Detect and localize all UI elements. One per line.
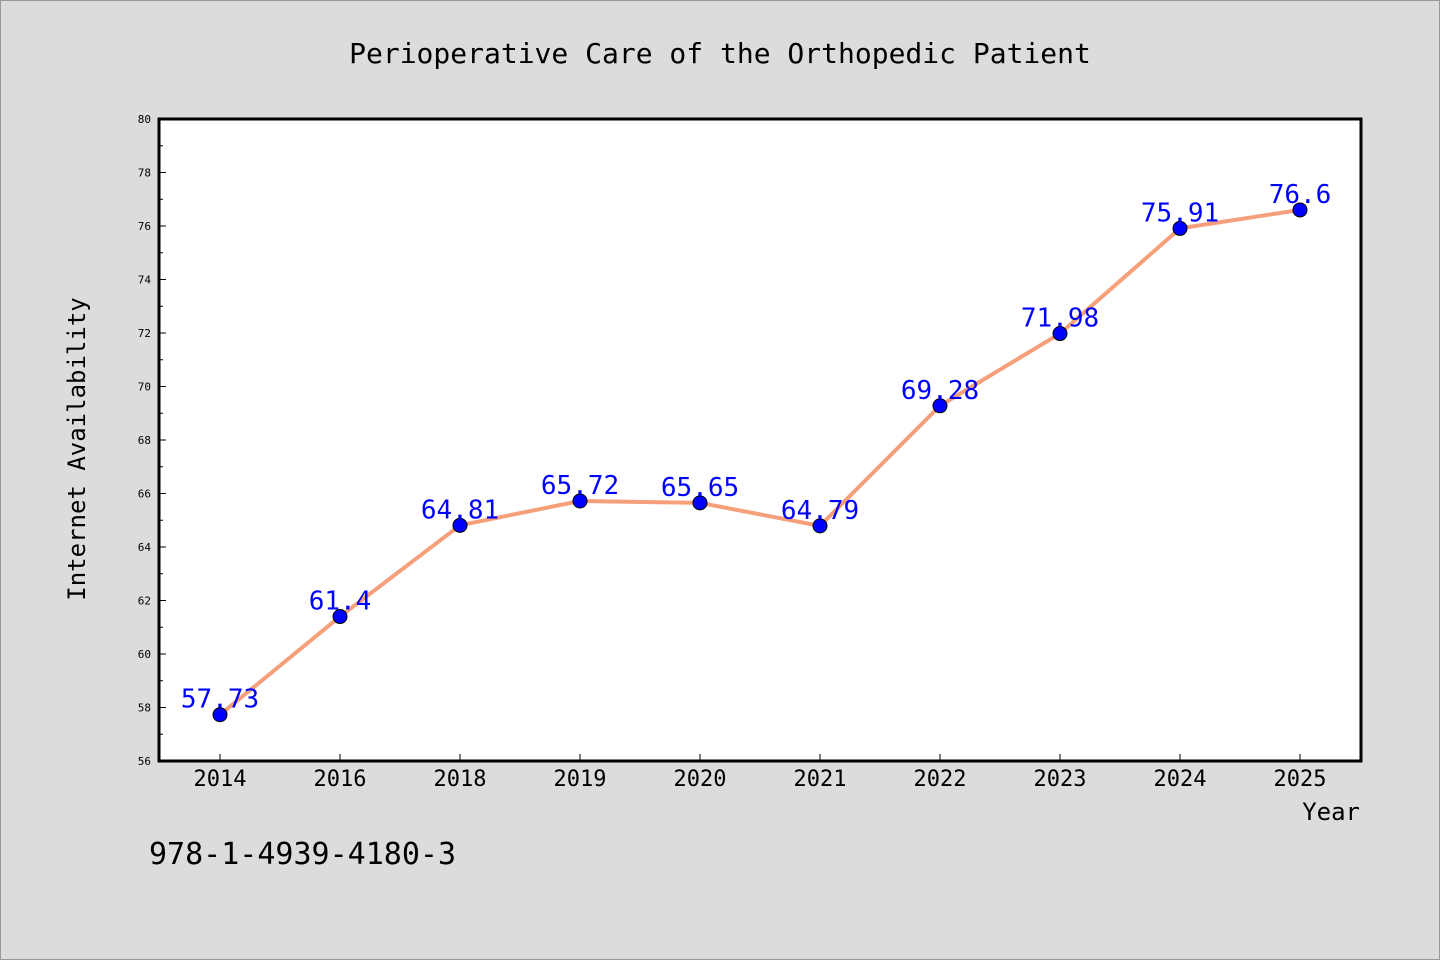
data-label: 75.91 <box>1141 198 1219 228</box>
data-point <box>1052 326 1068 342</box>
x-axis-label: Year <box>1302 798 1360 826</box>
x-tick-label: 2016 <box>314 767 367 792</box>
y-tick-label: 60 <box>138 648 151 661</box>
x-tick-label: 2021 <box>794 767 847 792</box>
data-point <box>812 518 828 534</box>
y-tick-label: 68 <box>138 434 151 447</box>
x-axis: 2014 2016 2018 2019 2020 2021 2022 2023 2024 2025 <box>194 754 1327 792</box>
data-labels: 57.73 61.4 64.81 65.72 65.65 64.79 69.28 71.98 7… <box>181 180 1331 715</box>
data-point <box>212 707 228 723</box>
data-label: 71.98 <box>1021 304 1099 334</box>
data-label: 65.65 <box>661 473 739 503</box>
series-line <box>218 207 1302 717</box>
data-point <box>692 495 708 511</box>
x-tick-label: 2025 <box>1274 767 1327 792</box>
y-tick-label: 62 <box>138 595 151 608</box>
isbn-text: 978-1-4939-4180-3 <box>149 837 456 872</box>
series-layer <box>212 202 1308 723</box>
data-point <box>1172 220 1188 236</box>
x-tick-label: 2022 <box>914 767 967 792</box>
data-label: 64.79 <box>781 496 859 526</box>
y-tick-label: 66 <box>138 488 151 501</box>
data-label: 65.72 <box>541 471 619 501</box>
y-tick-label: 80 <box>138 113 151 126</box>
data-point <box>572 493 588 509</box>
y-axis: 56 58 60 62 64 66 68 70 72 74 76 78 80 <box>138 113 166 768</box>
data-label: 76.6 <box>1269 180 1332 210</box>
data-label: 64.81 <box>421 495 499 525</box>
data-label: 61.4 <box>309 587 372 617</box>
data-point <box>332 609 348 625</box>
x-tick-label: 2018 <box>434 767 487 792</box>
data-point <box>932 398 948 414</box>
y-tick-label: 78 <box>138 167 151 180</box>
chart-title: Perioperative Care of the Orthopedic Pat… <box>349 37 1091 70</box>
y-tick-label: 64 <box>138 541 152 554</box>
x-tick-label: 2019 <box>554 767 607 792</box>
y-axis-label: Internet Availability <box>63 297 91 600</box>
plot-area <box>157 117 1363 763</box>
y-tick-label: 74 <box>138 274 152 287</box>
y-tick-label: 70 <box>138 381 151 394</box>
y-tick-label: 56 <box>138 755 151 768</box>
x-tick-label: 2024 <box>1154 767 1207 792</box>
data-point <box>452 517 468 533</box>
x-tick-label: 2014 <box>194 767 247 792</box>
y-tick-label: 58 <box>138 702 151 715</box>
y-tick-label: 72 <box>138 327 151 340</box>
data-label: 57.73 <box>181 685 259 715</box>
y-tick-label: 76 <box>138 220 151 233</box>
data-point <box>1292 202 1308 218</box>
data-label: 69.28 <box>901 376 979 406</box>
x-tick-label: 2023 <box>1034 767 1087 792</box>
x-tick-label: 2020 <box>674 767 727 792</box>
